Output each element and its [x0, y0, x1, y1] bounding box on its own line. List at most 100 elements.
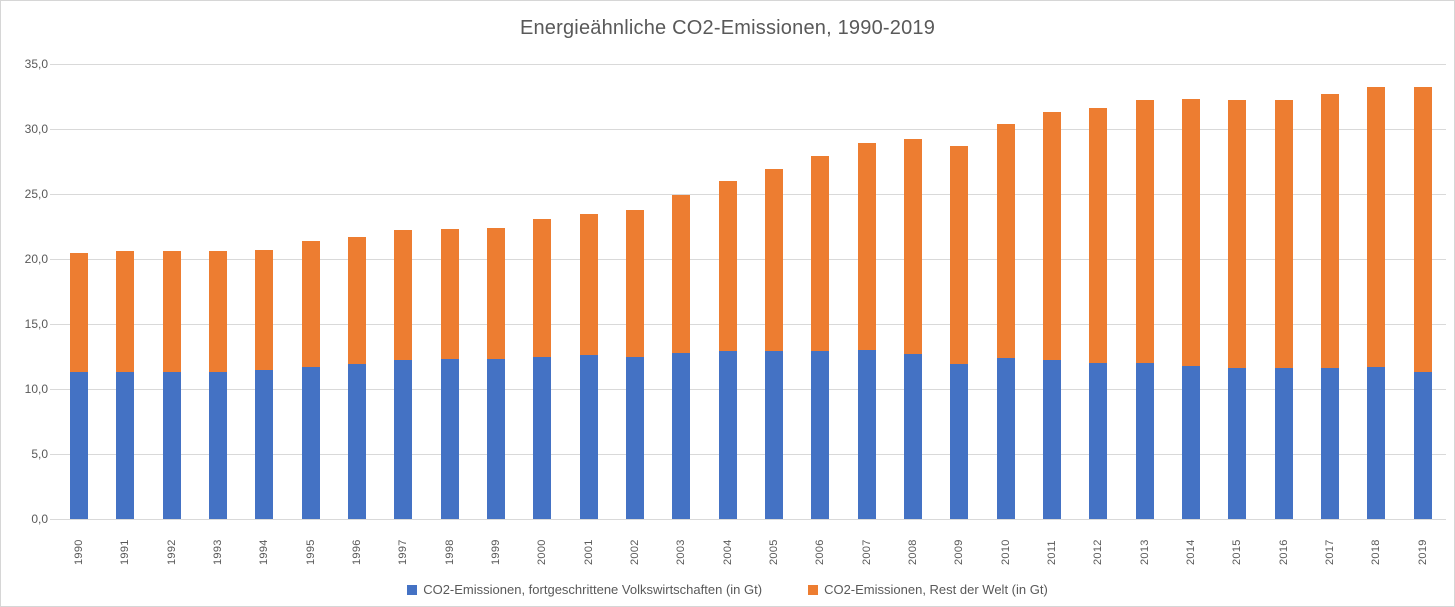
- bar-2013: [1122, 64, 1168, 519]
- x-tick-label: 1992: [165, 539, 178, 565]
- bar-segment-rest-of-world: [765, 169, 784, 352]
- x-tick: 1996: [334, 525, 380, 565]
- bar-1995: [288, 64, 334, 519]
- x-tick: 2013: [1122, 525, 1168, 565]
- bar-2004: [705, 64, 751, 519]
- x-tick-label: 1996: [351, 539, 364, 565]
- x-tick-label: 2008: [907, 539, 920, 565]
- bar-segment-rest-of-world: [348, 236, 367, 365]
- bar-segment-advanced-economies: [950, 364, 969, 519]
- x-tick: 1994: [241, 525, 287, 565]
- x-tick: 2015: [1214, 525, 1260, 565]
- x-tick: 2014: [1168, 525, 1214, 565]
- bar-segment-rest-of-world: [70, 252, 89, 373]
- x-tick-label: 2001: [582, 539, 595, 565]
- x-tick: 1995: [288, 525, 334, 565]
- bar-segment-advanced-economies: [301, 366, 320, 519]
- x-tick-label: 2016: [1277, 539, 1290, 565]
- x-axis-line: [50, 518, 1446, 520]
- x-tick-label: 2010: [999, 539, 1012, 565]
- x-tick-label: 1999: [490, 539, 503, 565]
- bar-segment-rest-of-world: [209, 251, 228, 373]
- x-tick: 2018: [1353, 525, 1399, 565]
- x-tick-label: 2004: [721, 539, 734, 565]
- y-tick-label: 35,0: [24, 57, 48, 71]
- x-tick: 2003: [658, 525, 704, 565]
- x-tick: 1999: [473, 525, 519, 565]
- legend-item-rest-of-world: CO2-Emissionen, Rest der Welt (in Gt): [808, 582, 1048, 597]
- bar-segment-advanced-economies: [765, 351, 784, 519]
- bar-segment-advanced-economies: [904, 353, 923, 519]
- y-tick-label: 10,0: [24, 382, 48, 396]
- x-tick: 2004: [705, 525, 751, 565]
- bar-segment-advanced-economies: [1274, 368, 1293, 519]
- bar-segment-rest-of-world: [440, 229, 459, 360]
- bar-2008: [890, 64, 936, 519]
- bar-2006: [797, 64, 843, 519]
- bar-2012: [1075, 64, 1121, 519]
- y-tick-label: 0,0: [31, 512, 48, 526]
- bar-segment-advanced-economies: [116, 372, 135, 519]
- bar-2014: [1168, 64, 1214, 519]
- bar-segment-advanced-economies: [1043, 360, 1062, 519]
- x-tick: 1993: [195, 525, 241, 565]
- bar-segment-advanced-economies: [1089, 363, 1108, 519]
- bar-2005: [751, 64, 797, 519]
- x-tick: 2006: [797, 525, 843, 565]
- bar-segment-advanced-economies: [1182, 365, 1201, 519]
- bar-2000: [519, 64, 565, 519]
- bar-segment-advanced-economies: [348, 364, 367, 519]
- x-tick-label: 1994: [258, 539, 271, 565]
- chart-title: Energieähnliche CO2-Emissionen, 1990-201…: [519, 17, 936, 39]
- bar-segment-rest-of-world: [904, 139, 923, 354]
- bar-1991: [102, 64, 148, 519]
- bar-2009: [936, 64, 982, 519]
- bar-segment-rest-of-world: [1182, 99, 1201, 366]
- y-tick-label: 25,0: [24, 187, 48, 201]
- gridline: [50, 323, 1446, 325]
- gridline: [50, 193, 1446, 195]
- legend: CO2-Emissionen, fortgeschrittene Volkswi…: [1, 582, 1454, 597]
- bar-segment-advanced-economies: [255, 369, 274, 519]
- x-tick-label: 1993: [212, 539, 225, 565]
- x-tick: 2008: [890, 525, 936, 565]
- bar-2017: [1307, 64, 1353, 519]
- legend-marker-advanced-economies-icon: [407, 584, 418, 595]
- x-tick: 2011: [1029, 525, 1075, 565]
- x-tick-label: 2012: [1092, 539, 1105, 565]
- x-tick-label: 2017: [1324, 539, 1337, 565]
- x-tick-label: 1995: [304, 539, 317, 565]
- x-tick-label: 2006: [814, 539, 827, 565]
- bar-segment-rest-of-world: [579, 213, 598, 356]
- bar-segment-advanced-economies: [857, 350, 876, 519]
- y-tick-label: 5,0: [31, 447, 48, 461]
- x-tick-label: 2000: [536, 539, 549, 565]
- bar-segment-rest-of-world: [394, 230, 413, 361]
- x-tick-label: 2011: [1046, 540, 1059, 565]
- x-tick: 2019: [1400, 525, 1446, 565]
- bar-2011: [1029, 64, 1075, 519]
- x-tick: 2012: [1075, 525, 1121, 565]
- x-tick-label: 2003: [675, 539, 688, 565]
- x-tick: 1992: [149, 525, 195, 565]
- x-tick-label: 2018: [1370, 539, 1383, 565]
- bar-2015: [1214, 64, 1260, 519]
- bar-segment-rest-of-world: [116, 251, 135, 373]
- bar-segment-advanced-economies: [1321, 368, 1340, 519]
- x-tick: 1998: [427, 525, 473, 565]
- gridline: [50, 453, 1446, 455]
- bar-2018: [1353, 64, 1399, 519]
- bar-1998: [427, 64, 473, 519]
- bar-segment-rest-of-world: [857, 143, 876, 350]
- gridline: [50, 63, 1446, 65]
- bar-2001: [566, 64, 612, 519]
- x-tick-label: 2019: [1416, 539, 1429, 565]
- y-tick-label: 15,0: [24, 317, 48, 331]
- x-tick: 2005: [751, 525, 797, 565]
- x-tick-label: 1990: [73, 539, 86, 565]
- bar-segment-rest-of-world: [950, 145, 969, 365]
- bar-segment-advanced-economies: [672, 352, 691, 519]
- bar-segment-rest-of-world: [533, 218, 552, 357]
- bar-2010: [983, 64, 1029, 519]
